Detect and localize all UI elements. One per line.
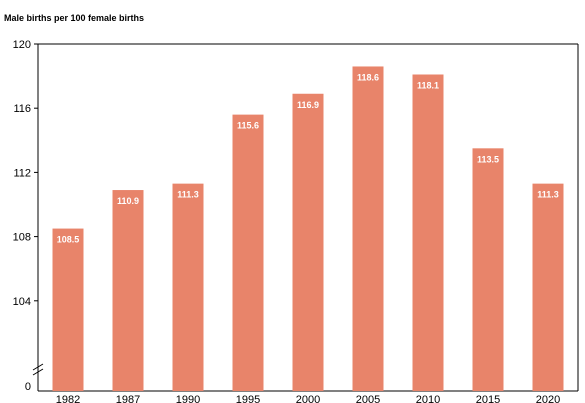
bar	[532, 183, 564, 391]
bar	[292, 93, 324, 391]
y-tick-label: 108	[13, 232, 31, 244]
x-axis-labels: 1982 1987 1990 1995 2000 2005 2010 2015 2020	[56, 394, 560, 403]
bar	[172, 183, 204, 391]
y-tick-label: 104	[13, 296, 31, 308]
axis-break-mark	[32, 368, 44, 376]
x-tick-label: 2010	[416, 394, 440, 403]
x-tick-label: 2015	[476, 394, 500, 403]
y-tick-label: 112	[13, 167, 31, 179]
bar-value-label: 111.3	[177, 190, 199, 200]
y-axis-ticks: 104 108 112 116 120 0	[13, 39, 38, 393]
x-tick-label: 2020	[536, 394, 560, 403]
x-tick-label: 2005	[356, 394, 380, 403]
axis-break-mark	[32, 363, 44, 371]
bars: 108.5 110.9 111.3 115.6 116.9 118.6 118.1 113.5…	[52, 66, 564, 392]
bar-value-label: 118.6	[357, 72, 379, 82]
bar-value-label: 108.5	[57, 235, 80, 245]
bar	[412, 74, 444, 392]
x-tick-label: 1982	[56, 394, 80, 403]
bar-value-label: 110.9	[117, 196, 139, 206]
x-tick-label: 1995	[236, 394, 260, 403]
x-tick-label: 1990	[176, 394, 200, 403]
bar-value-label: 116.9	[297, 100, 319, 110]
y-axis-label: Male births per 100 female births	[4, 13, 144, 23]
bar-value-label: 111.3	[537, 190, 559, 200]
y-tick-label-zero: 0	[25, 381, 31, 393]
bar	[112, 190, 144, 391]
bar-value-label: 113.5	[477, 154, 499, 164]
axis-break	[32, 363, 44, 376]
bar	[52, 228, 84, 391]
x-tick-label: 2000	[296, 394, 320, 403]
y-tick-label: 116	[13, 103, 31, 115]
x-tick-label: 1987	[116, 394, 140, 403]
y-tick-label: 120	[13, 39, 31, 51]
bar	[472, 148, 504, 391]
bar	[352, 66, 384, 391]
bar-value-label: 115.6	[237, 121, 259, 131]
bar-value-label: 118.1	[417, 80, 439, 90]
bar	[232, 114, 264, 392]
